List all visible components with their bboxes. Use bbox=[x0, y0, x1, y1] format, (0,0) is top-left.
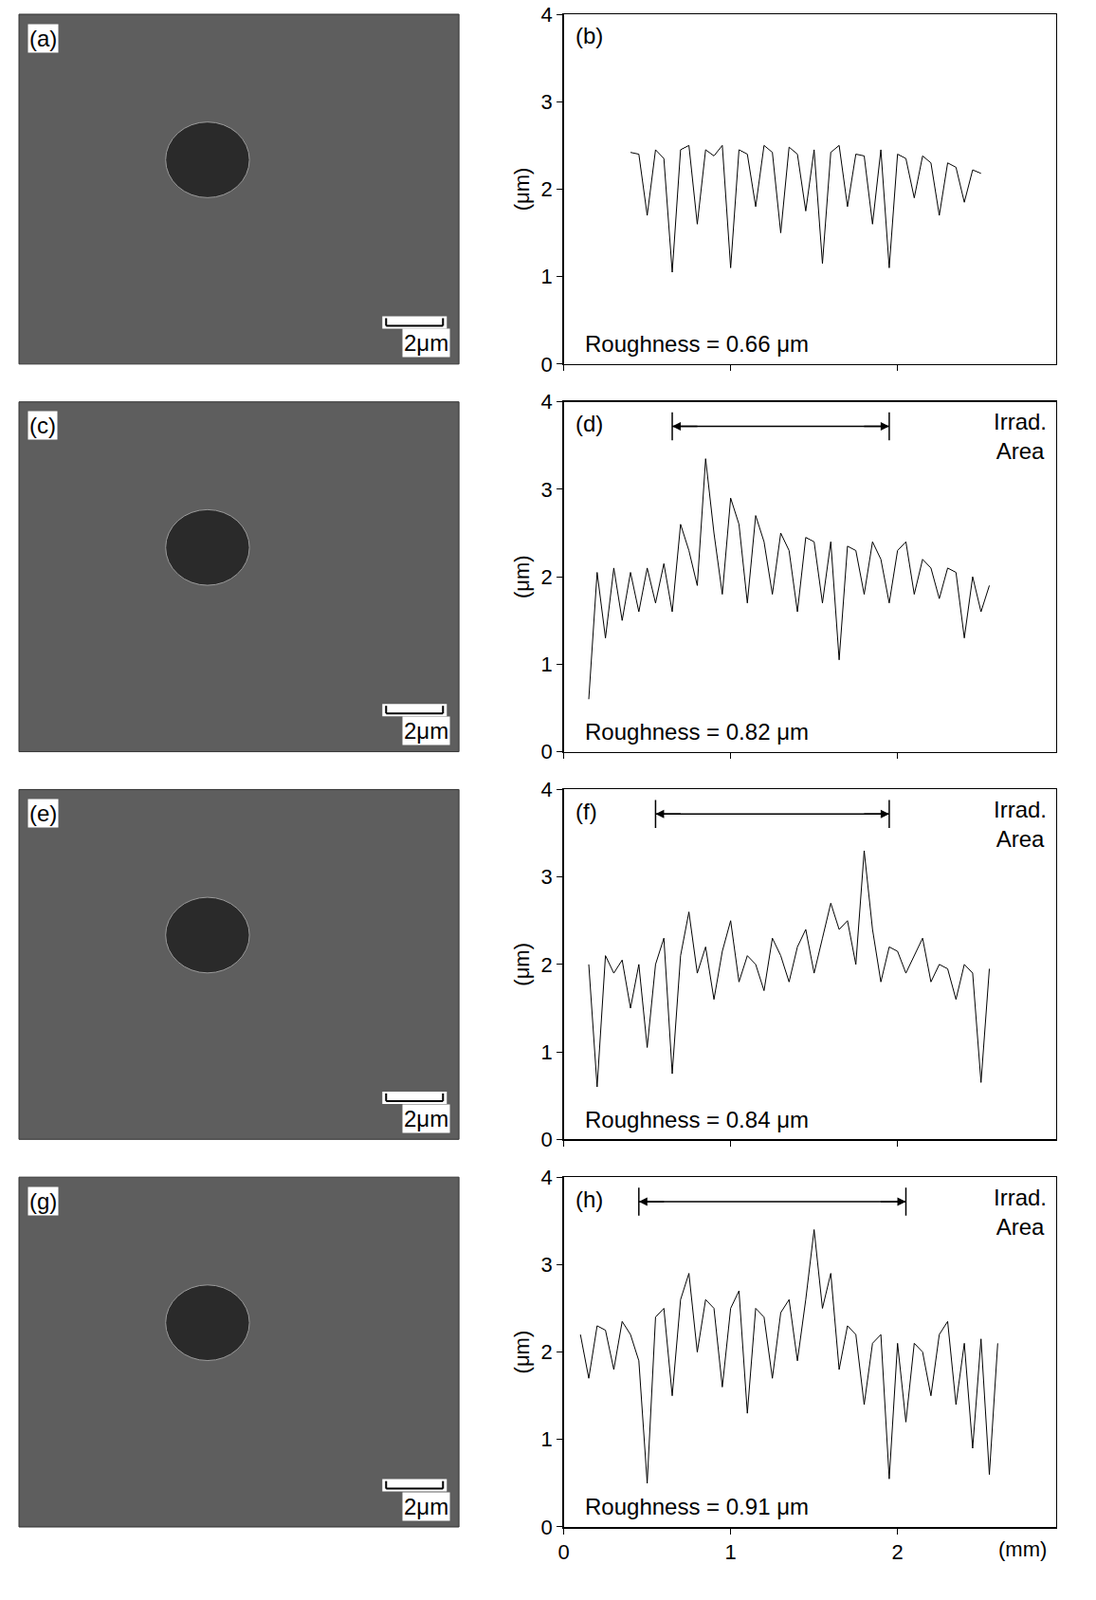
svg-text:1: 1 bbox=[540, 1040, 552, 1064]
svg-text:4: 4 bbox=[540, 2, 552, 27]
svg-text:(e): (e) bbox=[29, 800, 57, 826]
svg-text:(h): (h) bbox=[575, 1186, 603, 1212]
svg-text:(a): (a) bbox=[29, 25, 57, 52]
svg-text:(μm): (μm) bbox=[510, 554, 534, 599]
svg-text:3: 3 bbox=[540, 90, 552, 114]
svg-text:3: 3 bbox=[540, 1252, 552, 1277]
svg-text:2μm: 2μm bbox=[403, 1105, 449, 1132]
svg-text:(mm): (mm) bbox=[998, 1536, 1047, 1561]
svg-text:Roughness = 0.91 μm: Roughness = 0.91 μm bbox=[584, 1493, 809, 1519]
svg-text:1: 1 bbox=[725, 1539, 737, 1564]
svg-text:0: 0 bbox=[540, 1515, 552, 1539]
svg-text:0: 0 bbox=[540, 1127, 552, 1151]
svg-text:(μm): (μm) bbox=[510, 1330, 534, 1374]
svg-text:4: 4 bbox=[540, 1165, 552, 1189]
svg-text:1: 1 bbox=[540, 264, 552, 289]
svg-text:(f): (f) bbox=[575, 798, 598, 824]
svg-text:1: 1 bbox=[540, 1426, 552, 1451]
svg-text:(g): (g) bbox=[29, 1187, 57, 1214]
svg-text:2μm: 2μm bbox=[403, 329, 449, 356]
svg-text:(μm): (μm) bbox=[510, 167, 534, 212]
svg-text:0: 0 bbox=[557, 1539, 569, 1564]
svg-text:2: 2 bbox=[540, 1339, 552, 1364]
svg-text:Roughness = 0.66 μm: Roughness = 0.66 μm bbox=[584, 330, 809, 357]
svg-text:0: 0 bbox=[540, 352, 552, 377]
svg-text:(μm): (μm) bbox=[510, 942, 534, 987]
svg-text:4: 4 bbox=[540, 777, 552, 802]
svg-text:Roughness = 0.84 μm: Roughness = 0.84 μm bbox=[584, 1106, 809, 1133]
svg-text:(d): (d) bbox=[575, 410, 603, 437]
svg-text:3: 3 bbox=[540, 864, 552, 889]
svg-text:Roughness = 0.82 μm: Roughness = 0.82 μm bbox=[584, 718, 809, 745]
svg-text:Irrad.Area: Irrad.Area bbox=[993, 1184, 1047, 1240]
svg-text:2μm: 2μm bbox=[403, 1493, 449, 1519]
svg-text:2: 2 bbox=[540, 952, 552, 977]
svg-text:2: 2 bbox=[540, 177, 552, 201]
svg-text:1: 1 bbox=[540, 652, 552, 676]
svg-text:Irrad.Area: Irrad.Area bbox=[993, 796, 1047, 852]
svg-text:2μm: 2μm bbox=[403, 717, 449, 744]
svg-text:(b): (b) bbox=[575, 22, 603, 49]
svg-text:0: 0 bbox=[540, 739, 552, 764]
svg-text:2: 2 bbox=[540, 565, 552, 589]
svg-text:2: 2 bbox=[892, 1539, 904, 1564]
svg-text:Irrad.Area: Irrad.Area bbox=[993, 408, 1047, 464]
svg-text:(c): (c) bbox=[29, 412, 56, 439]
svg-text:4: 4 bbox=[540, 389, 552, 414]
svg-text:3: 3 bbox=[540, 477, 552, 502]
